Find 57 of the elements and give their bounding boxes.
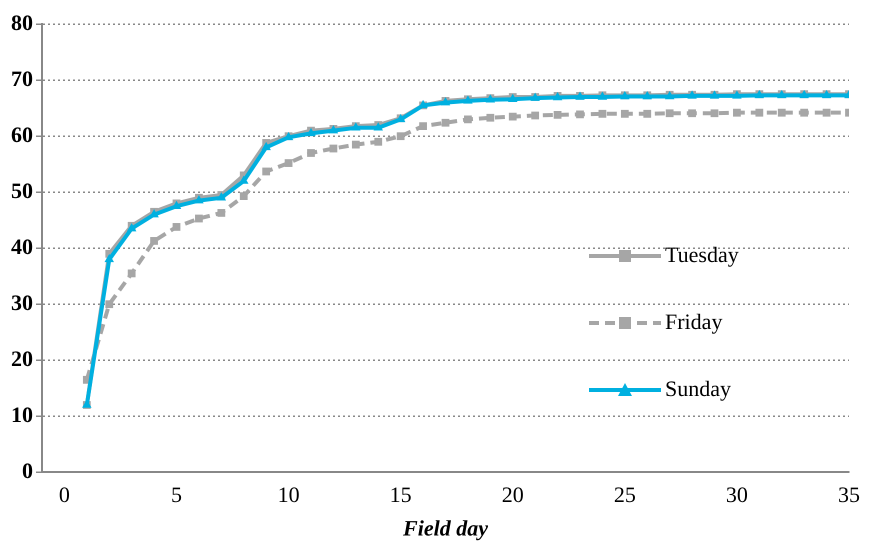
point [554,111,562,119]
point [261,142,271,150]
point [486,114,494,122]
point [307,149,315,157]
legend-label: Sunday [665,376,731,401]
point [284,159,292,167]
point [396,132,405,140]
point [666,109,674,118]
point [508,112,517,120]
legend-label: Tuesday [665,242,739,267]
point [352,140,360,148]
x-axis-title: Field day [402,515,488,540]
y-tick-label: 40 [11,234,33,259]
point [195,214,203,222]
point [800,108,808,117]
point [576,110,584,118]
point [620,110,629,118]
point [733,108,741,117]
point [374,138,382,146]
x-tick-label: 35 [838,482,860,508]
point [217,209,226,217]
y-tick-label: 30 [11,290,33,315]
legend-label: Friday [665,308,722,334]
point [531,112,540,120]
point [172,223,180,231]
point [238,176,249,184]
point [755,108,764,117]
y-tick-label: 10 [11,402,33,427]
point [150,237,158,245]
y-tick-label: 80 [11,10,33,35]
x-tick-label: 15 [390,482,412,508]
point [104,254,114,262]
point [262,168,270,176]
y-tick-label: 0 [22,458,33,483]
point [822,108,830,117]
point [643,110,652,118]
x-tick-label: 30 [726,482,748,508]
point [464,116,472,124]
y-tick-label: 50 [11,178,33,203]
x-tick-label: 5 [171,482,182,508]
x-tick-label: 10 [278,482,300,508]
point [419,122,427,130]
point [330,144,338,152]
x-tick-label: 25 [614,482,636,508]
point [240,192,248,200]
y-tick-label: 70 [11,66,33,91]
y-tick-label: 60 [11,122,33,147]
x-tick-label: 0 [58,482,70,508]
point [105,300,114,308]
point [710,109,718,118]
point [598,110,606,118]
point [128,270,136,278]
point [442,118,450,127]
y-tick-label: 20 [11,346,33,371]
x-tick-label: 20 [502,482,524,508]
point [778,108,786,117]
point [688,109,696,118]
